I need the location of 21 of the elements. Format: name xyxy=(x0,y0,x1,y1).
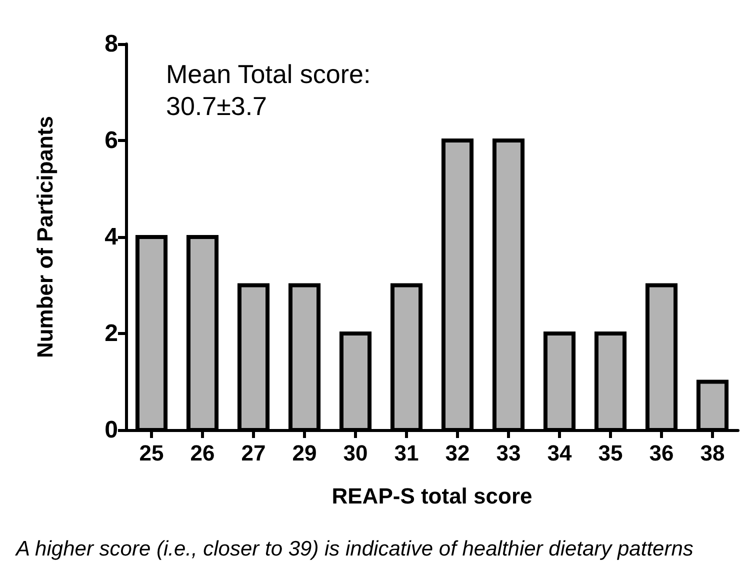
x-axis-title: REAP-S total score xyxy=(332,484,532,508)
x-tick-label: 29 xyxy=(292,440,317,466)
x-tick-label: 31 xyxy=(394,440,419,466)
x-tick-label: 27 xyxy=(241,440,266,466)
x-tick-label: 38 xyxy=(700,440,725,466)
x-tick-label: 35 xyxy=(598,440,623,466)
y-tick-label: 4 xyxy=(104,224,119,250)
x-tick-label: 36 xyxy=(649,440,674,466)
x-tick-label: 34 xyxy=(547,440,572,466)
y-tick-label: 0 xyxy=(104,416,118,444)
text: A higher score (i.e., closer to 39) is indicative of healthier dietary patterns xyxy=(14,538,694,560)
y-tick-label: 8 xyxy=(104,30,118,58)
x-tick-label: 33 xyxy=(496,440,521,466)
y-axis-title: Number of Participants xyxy=(32,116,58,358)
x-tick-label: 32 xyxy=(445,440,470,466)
annotation: Mean Total score: 30.7±3.7 xyxy=(166,59,371,121)
x-tick-label: 26 xyxy=(190,440,215,466)
x-tick-label: 30 xyxy=(343,440,368,466)
y-tick-label: 2 xyxy=(104,320,118,347)
y-tick-label: 6 xyxy=(104,127,118,154)
x-tick-label: 25 xyxy=(139,440,164,466)
